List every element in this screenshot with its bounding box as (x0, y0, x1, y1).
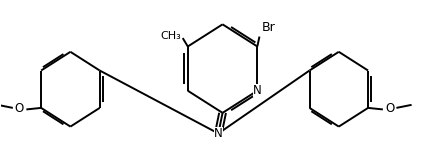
Text: O: O (14, 102, 23, 115)
Text: N: N (214, 127, 223, 140)
Text: O: O (386, 102, 395, 115)
Text: CH₃: CH₃ (161, 31, 181, 41)
Text: N: N (253, 84, 262, 97)
Text: Br: Br (262, 21, 275, 34)
